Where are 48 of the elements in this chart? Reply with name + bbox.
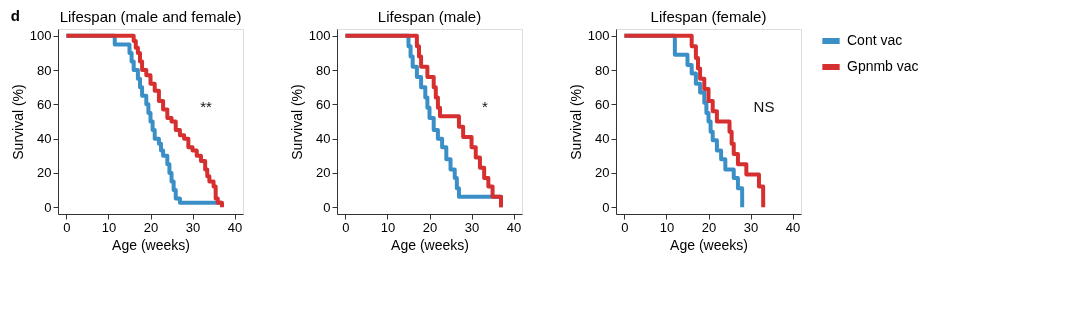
y-tick-label: 20 xyxy=(316,165,331,181)
x-tick-label: 30 xyxy=(464,219,480,235)
y-tick-label: 100 xyxy=(308,28,331,44)
x-tick-label: 30 xyxy=(743,219,759,235)
x-tick-label: 40 xyxy=(227,219,243,235)
x-tick-label: 10 xyxy=(380,219,396,235)
y-tick-label: 20 xyxy=(37,165,52,181)
x-tick-label: 20 xyxy=(701,219,717,235)
annotation: * xyxy=(482,98,489,115)
y-tick-label: 40 xyxy=(37,131,52,147)
y-axis-title: Survival (%) xyxy=(9,84,26,160)
x-tick-label: 40 xyxy=(506,219,522,235)
x-tick-label: 0 xyxy=(63,219,71,235)
x-tick-label: 20 xyxy=(422,219,438,235)
y-tick-label: 0 xyxy=(44,199,52,215)
y-tick-label: 80 xyxy=(37,62,52,78)
chart-title: Lifespan (male) xyxy=(377,8,482,25)
x-tick-label: 0 xyxy=(342,219,350,235)
x-axis-title: Age (weeks) xyxy=(391,236,469,253)
x-tick-label: 20 xyxy=(143,219,159,235)
y-tick-label: 40 xyxy=(595,131,610,147)
annotation: ** xyxy=(200,98,212,115)
y-tick-label: 100 xyxy=(587,28,610,44)
y-tick-label: 40 xyxy=(316,131,331,147)
y-tick-label: 60 xyxy=(37,96,52,112)
y-tick-label: 60 xyxy=(316,96,331,112)
x-tick-label: 30 xyxy=(185,219,201,235)
x-tick-label: 40 xyxy=(785,219,801,235)
y-tick-label: 20 xyxy=(595,165,610,181)
y-tick-label: 100 xyxy=(29,28,52,44)
y-tick-label: 80 xyxy=(316,62,331,78)
annotation: NS xyxy=(753,98,775,115)
x-tick-label: 0 xyxy=(621,219,629,235)
text: d xyxy=(10,6,20,24)
legend-label: Cont vac xyxy=(847,32,903,48)
y-tick-label: 0 xyxy=(323,199,331,215)
chart-title: Lifespan (female) xyxy=(650,8,767,25)
chart-title: Lifespan (male and female) xyxy=(59,8,242,25)
legend-label: Gpnmb vac xyxy=(847,58,919,74)
y-tick-label: 0 xyxy=(602,199,610,215)
y-axis-title: Survival (%) xyxy=(567,84,584,160)
y-axis-title: Survival (%) xyxy=(288,84,305,160)
y-tick-label: 80 xyxy=(595,62,610,78)
x-axis-title: Age (weeks) xyxy=(670,236,748,253)
x-tick-label: 10 xyxy=(101,219,117,235)
x-tick-label: 10 xyxy=(659,219,675,235)
x-axis-title: Age (weeks) xyxy=(112,236,190,253)
y-tick-label: 60 xyxy=(595,96,610,112)
